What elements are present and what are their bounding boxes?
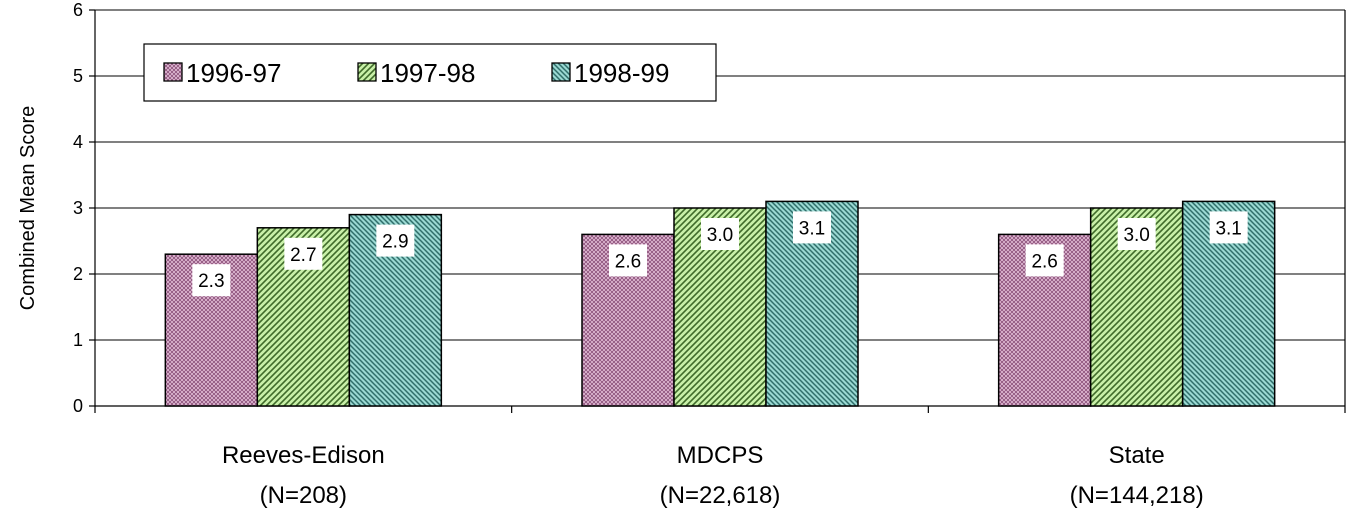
category-n-label: (N=208) [260,482,347,509]
y-axis-label: Combined Mean Score [17,106,39,311]
data-label-box [1209,211,1248,244]
data-label: 3.1 [799,218,825,239]
y-tick-labels: 0 1 2 3 4 5 6 [73,0,83,416]
data-label-box [284,237,323,270]
y-tick-label: 3 [73,198,83,218]
data-label: 2.9 [382,232,408,253]
legend-label: 1997-98 [380,58,475,88]
y-tick-label: 2 [73,264,83,284]
data-label: 2.6 [1031,251,1057,272]
y-tick-label: 5 [73,66,83,86]
data-label-box [1117,218,1156,250]
data-label: 2.6 [615,251,641,272]
category-n-label: (N=144,218) [1070,482,1204,509]
y-tick-label: 1 [73,330,83,350]
data-label-box [1025,244,1064,277]
data-label-box [609,244,647,277]
data-label-box [376,224,415,257]
legend-swatch [163,62,183,82]
data-label-box [701,218,739,250]
data-label-box [793,211,831,244]
data-label: 3.0 [707,225,733,246]
legend-swatch [357,62,377,82]
x-category-labels: Reeves-Edison (N=208) MDCPS (N=22,618) State… [222,442,1204,509]
legend-label: 1998-99 [574,58,669,88]
data-label: 2.3 [198,271,224,292]
data-label: 3.0 [1123,225,1149,246]
category-label: Reeves-Edison [222,442,385,469]
category-label: MDCPS [677,442,764,469]
bars [164,200,1276,407]
category-n-label: (N=22,618) [660,482,781,509]
category-label: State [1109,442,1165,469]
legend: 1996-97 1997-98 1998-99 [143,43,717,102]
data-labels: 2.3 2.7 2.9 2.6 3.0 3.1 2.6 3.0 3.1 [192,211,1248,297]
data-label-box [192,264,231,297]
legend-box [143,43,717,102]
legend-swatch [551,62,571,82]
data-label: 2.7 [290,245,316,266]
data-label: 3.1 [1215,218,1241,239]
y-tick-label: 0 [73,396,83,416]
legend-label: 1996-97 [186,58,281,88]
y-tick-label: 6 [73,0,83,20]
y-tick-label: 4 [73,132,83,152]
